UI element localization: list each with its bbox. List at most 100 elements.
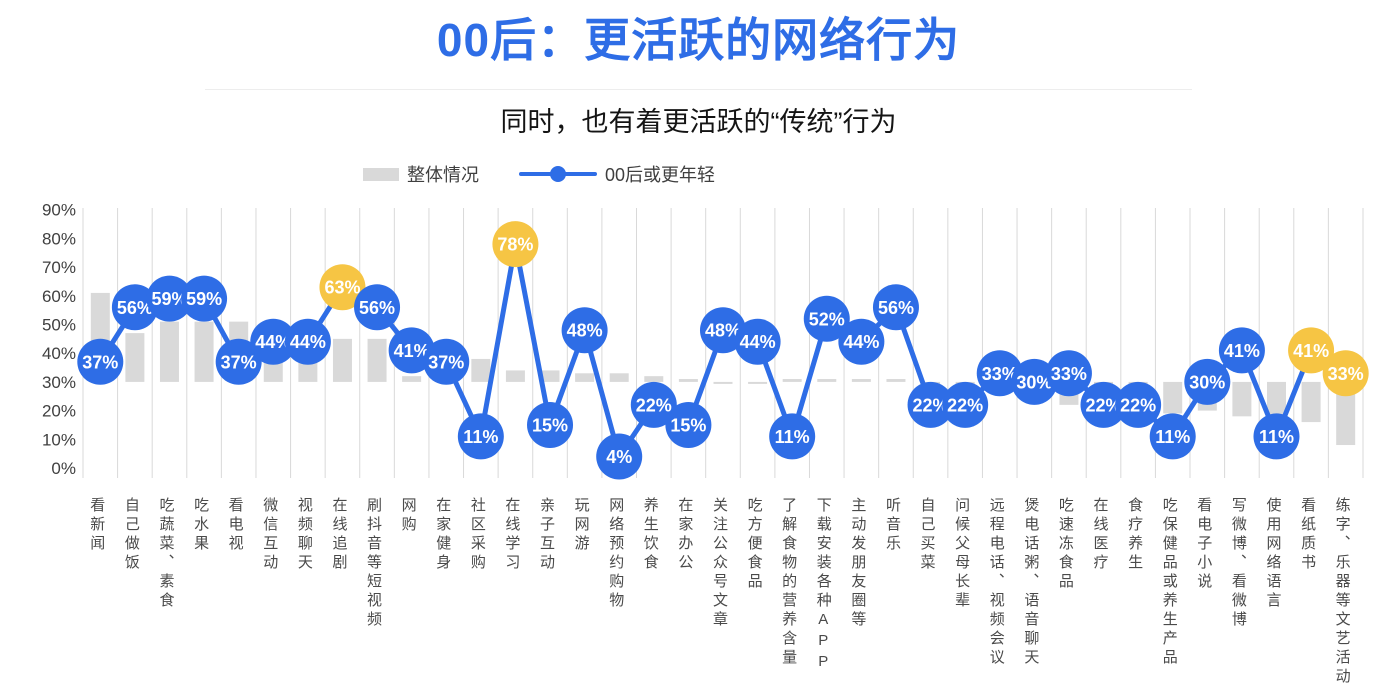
data-point (77, 338, 124, 385)
overall-bar (367, 338, 387, 382)
x-axis-label: 关注公众号文章 (710, 497, 728, 630)
data-point-label: 44% (843, 332, 879, 352)
overall-bar (644, 376, 664, 382)
data-point-label: 41% (394, 341, 430, 361)
data-point (423, 338, 470, 385)
x-axis-label: 在家健身 (434, 497, 452, 573)
data-point-label: 44% (740, 332, 776, 352)
x-axis-label: 在家办公 (676, 497, 694, 573)
data-point-label: 22% (1086, 395, 1122, 415)
x-axis-label: 微信互动 (261, 497, 279, 573)
data-point (561, 307, 608, 354)
x-axis-label: 在线学习 (503, 497, 521, 573)
data-point-label: 22% (1120, 395, 1156, 415)
data-point-label: 41% (1293, 341, 1329, 361)
overall-bar (1266, 381, 1286, 420)
x-axis-label: 自己做饭 (122, 497, 140, 573)
data-point (665, 401, 712, 448)
x-axis-label: 看纸质书 (1299, 497, 1317, 573)
y-axis-tick: 20% (42, 402, 76, 421)
y-axis-tick: 0% (51, 459, 76, 478)
data-point (630, 381, 677, 428)
data-point (1218, 327, 1265, 374)
x-axis-label: 远程电话、视频会议 (987, 497, 1005, 668)
x-axis-label: 吃蔬菜、素食 (157, 497, 175, 611)
data-point (942, 381, 989, 428)
data-point (1115, 381, 1162, 428)
bar-swatch-icon (363, 167, 399, 181)
data-point-highlighted (1322, 350, 1369, 397)
data-point (527, 401, 574, 448)
overall-bar (782, 379, 802, 382)
overall-bar (332, 338, 352, 382)
data-point-label: 48% (567, 321, 603, 341)
x-axis-label: 网络预约购物 (607, 497, 625, 611)
data-point-label: 33% (1051, 364, 1087, 384)
overall-bar (1163, 381, 1183, 414)
overall-bar (575, 373, 595, 382)
data-point-highlighted (319, 264, 366, 311)
x-axis-label: 问候父母长辈 (953, 497, 971, 611)
chart: 0% 10% 20% 30% 40% 50% 60% 70% 80% 90% 37% 56% 59% 59… (0, 195, 1397, 695)
data-point (1184, 358, 1231, 405)
data-point (699, 307, 746, 354)
chart-svg: 0%10%20%30%40%50%60%70%80%90%37%56%59%59… (42, 201, 1369, 480)
data-point-label: 44% (290, 332, 326, 352)
data-point-label: 30% (1189, 372, 1225, 392)
legend-label-line: 00后或更年轻 (605, 165, 716, 185)
data-point (215, 338, 262, 385)
x-axis-label: 食疗养生 (1126, 497, 1144, 573)
overall-bar (678, 379, 698, 382)
data-point (181, 275, 228, 322)
overall-bar (817, 379, 837, 382)
overall-bar (886, 379, 906, 382)
y-axis-tick: 80% (42, 229, 76, 248)
data-point-label: 11% (463, 427, 498, 447)
overall-bar (1232, 381, 1252, 417)
data-point (457, 413, 504, 460)
data-point-label: 37% (221, 352, 257, 372)
data-point-label: 4% (606, 447, 632, 467)
data-point-label: 52% (809, 309, 845, 329)
data-point (284, 318, 331, 365)
overall-bar (540, 370, 560, 382)
x-axis-label: 写微博、看微博 (1229, 497, 1247, 630)
data-point-label: 11% (775, 427, 810, 447)
overall-bar (851, 379, 871, 382)
y-axis-tick: 90% (42, 201, 76, 220)
data-point-label: 30% (1016, 372, 1052, 392)
legend-item-line: 00后或更年轻 (519, 161, 715, 187)
data-point (1149, 413, 1196, 460)
data-point-label: 48% (705, 321, 741, 341)
x-axis-label: 煲电话粥、语音聊天 (1022, 497, 1040, 668)
x-axis-label: 网购 (399, 497, 417, 535)
data-point (354, 284, 401, 331)
x-axis-label: 听音乐 (883, 497, 901, 554)
data-point (803, 295, 850, 342)
data-point (1045, 350, 1092, 397)
data-point-label: 78% (497, 235, 533, 255)
overall-bar (471, 358, 491, 382)
legend-label-overall: 整体情况 (407, 165, 479, 185)
data-point-label: 56% (878, 298, 914, 318)
y-axis-tick: 70% (42, 258, 76, 277)
x-axis-label: 吃保健品或养生产品 (1160, 497, 1178, 668)
chart-legend: 整体情况 00后或更年轻 (363, 161, 715, 187)
x-axis-label: 社区采购 (468, 497, 486, 573)
x-axis-label: 看电子小说 (1195, 497, 1213, 592)
data-point-label: 41% (1224, 341, 1260, 361)
data-point-highlighted (492, 221, 539, 268)
data-point (1011, 358, 1058, 405)
data-point-label: 37% (428, 352, 464, 372)
y-axis-tick: 50% (42, 316, 76, 335)
x-axis-label: 看新闻 (88, 497, 106, 554)
overall-bar (748, 381, 768, 384)
x-axis-label: 了解食物的营养含量 (780, 497, 798, 668)
data-point (250, 318, 297, 365)
data-point-label: 22% (636, 395, 672, 415)
page-subtitle: 同时，也有着更活跃的“传统”行为 (500, 107, 897, 137)
data-point (388, 327, 435, 374)
overall-bar (505, 370, 525, 382)
data-point-label: 11% (1259, 427, 1294, 447)
overall-bar (125, 333, 145, 382)
